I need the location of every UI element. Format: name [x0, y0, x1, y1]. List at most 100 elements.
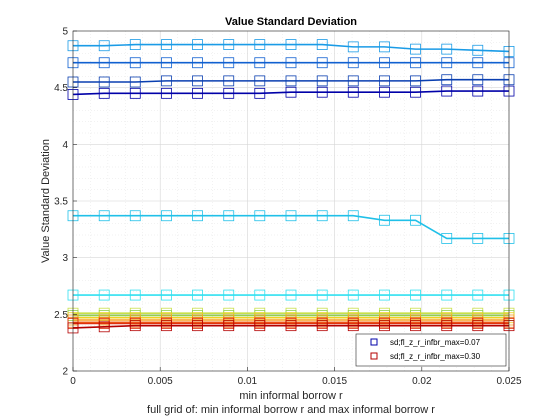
x-tick-label: 0.025: [496, 376, 521, 387]
data-point: [192, 320, 203, 332]
data-point: [285, 320, 297, 332]
data-point: [98, 289, 110, 301]
data-point: [472, 85, 484, 97]
legend-marker-1: [370, 352, 378, 360]
data-point: [347, 57, 359, 69]
series-0: [67, 39, 515, 57]
data-point: [161, 210, 172, 222]
data-point: [129, 289, 141, 301]
data-point: [441, 43, 453, 55]
data-point: [129, 76, 141, 88]
data-point: [192, 210, 203, 222]
data-point: [192, 39, 203, 50]
series-3: [67, 85, 515, 100]
data-point: [347, 320, 359, 332]
legend-box: [355, 333, 507, 367]
ticks: 0 0.005 0.01 0.015 0.02 0.025 2 2.5 3 3.5 4 4.5 5: [54, 27, 522, 388]
data-point: [254, 39, 266, 50]
chart-subtitle: full grid of: min informal borrow r and …: [147, 404, 435, 416]
legend-label-0: sd;fl_z_r_infbr_max=0.07: [390, 338, 481, 347]
data-point: [129, 210, 141, 222]
series-line: [72, 90, 509, 96]
data-point: [223, 39, 235, 50]
data-point: [223, 289, 235, 301]
data-point: [98, 321, 110, 333]
data-point: [161, 75, 172, 87]
data-point: [410, 214, 421, 226]
data-point: [441, 57, 453, 69]
data-point: [129, 87, 141, 99]
x-tick-label: 0.01: [238, 376, 258, 387]
y-tick-label: 4: [62, 140, 68, 151]
data-point: [472, 289, 484, 301]
data-point: [347, 210, 359, 222]
data-point: [161, 39, 172, 50]
data-point: [316, 86, 328, 98]
data-point: [472, 232, 484, 244]
data-point: [285, 39, 297, 50]
data-point: [316, 289, 328, 301]
series-4: [67, 210, 515, 244]
data-point: [161, 320, 172, 332]
data-point: [441, 85, 453, 97]
y-tick-label: 4.5: [54, 83, 68, 94]
data-point: [129, 39, 141, 50]
data-point: [316, 39, 328, 50]
series-line: [73, 78, 509, 83]
y-tick-label: 3: [62, 253, 68, 264]
data-point: [223, 75, 235, 87]
data-point: [285, 57, 297, 69]
data-point: [316, 320, 328, 332]
data-point: [254, 87, 266, 99]
data-point: [472, 320, 484, 332]
data-point: [129, 320, 141, 332]
data-point: [254, 210, 266, 222]
data-point: [379, 289, 390, 301]
data-point: [410, 43, 421, 55]
legend: sd;fl_z_r_infbr_max=0.07 sd;fl_z_r_infbr…: [355, 333, 507, 367]
data-point: [254, 289, 266, 301]
chart-title: Value Standard Deviation: [225, 16, 357, 28]
data-point: [192, 87, 203, 99]
x-tick-label: 0: [70, 376, 76, 387]
data-point: [472, 74, 484, 86]
data-point: [379, 41, 390, 53]
x-tick-label: 0.015: [322, 376, 347, 387]
data-point: [347, 289, 359, 301]
series-line: [73, 43, 510, 53]
data-point: [285, 210, 297, 222]
data-point: [98, 40, 110, 52]
data-point: [254, 57, 266, 69]
data-point: [285, 86, 297, 98]
data-point: [223, 210, 235, 222]
data-point: [410, 320, 421, 332]
y-tick-label: 3.5: [54, 197, 68, 208]
data-point: [192, 57, 203, 69]
series-line: [72, 324, 509, 329]
data-point: [98, 57, 110, 69]
data-point: [379, 214, 390, 226]
y-axis-label: Value Standard Deviation: [40, 139, 52, 263]
data-point: [441, 289, 453, 301]
data-point: [223, 57, 235, 69]
data-point: [192, 289, 203, 301]
data-point: [161, 57, 172, 69]
y-tick-label: 2.5: [54, 310, 68, 321]
data-point: [347, 41, 359, 53]
series-line: [73, 214, 509, 240]
data-point: [285, 289, 297, 301]
data-point: [98, 87, 110, 99]
data-point: [254, 75, 266, 87]
data-point: [161, 87, 172, 99]
data-point: [379, 57, 390, 69]
data-point: [410, 289, 421, 301]
data-point: [441, 232, 453, 244]
data-point: [410, 75, 421, 87]
data-point: [285, 75, 297, 87]
data-point: [316, 210, 328, 222]
legend-marker-0: [370, 338, 378, 346]
x-tick-label: 0.02: [412, 376, 432, 387]
x-tick-label: 0.005: [148, 376, 173, 387]
legend-label-1: sd;fl_z_r_infbr_max=0.30: [390, 352, 481, 361]
x-axis-label: min informal borrow r: [239, 390, 343, 402]
